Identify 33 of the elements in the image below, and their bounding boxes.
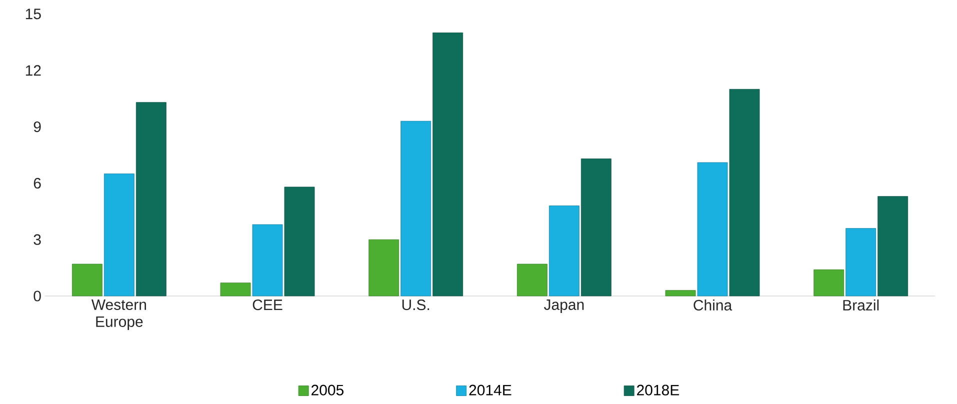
bar [814, 269, 844, 296]
bar [104, 174, 134, 296]
y-tick-label: 15 [26, 8, 41, 20]
bar [878, 196, 908, 296]
bar [846, 228, 876, 296]
bar [136, 102, 166, 296]
y-tick-label: 3 [34, 234, 41, 245]
bar [220, 282, 251, 296]
y-tick-label: 9 [34, 121, 41, 132]
bar [400, 120, 432, 296]
bar [368, 239, 400, 296]
bar [665, 290, 696, 296]
legend-label: 2018E [637, 384, 679, 396]
y-tick-label: 0 [34, 290, 41, 302]
bar [432, 32, 464, 296]
bar [729, 89, 760, 296]
x-tick-label: CEE [252, 300, 282, 310]
x-tick-label: China [694, 300, 732, 311]
legend-label: 2005 [312, 384, 344, 396]
bar [284, 186, 315, 296]
x-tick-label: Brazil [843, 300, 879, 311]
bar [252, 224, 283, 296]
y-tick-label: 12 [26, 65, 41, 76]
bar [548, 206, 580, 296]
legend-label: 2014E [469, 384, 512, 396]
x-tick-label: Western Europe [91, 300, 146, 330]
x-tick-label: Japan [544, 300, 584, 313]
bar [516, 264, 548, 296]
bar [697, 162, 728, 296]
bar [72, 264, 102, 296]
bar [580, 158, 612, 296]
y-tick-label: 6 [34, 178, 41, 189]
x-tick-label: U.S. [402, 300, 430, 310]
